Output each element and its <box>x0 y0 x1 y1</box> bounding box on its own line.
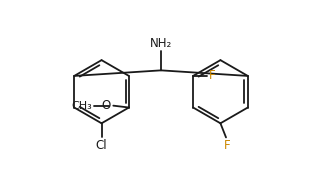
Text: NH₂: NH₂ <box>150 37 172 50</box>
Text: O: O <box>102 99 111 112</box>
Text: Cl: Cl <box>96 139 107 152</box>
Text: F: F <box>224 139 231 152</box>
Text: F: F <box>209 69 215 82</box>
Text: CH₃: CH₃ <box>72 101 92 111</box>
